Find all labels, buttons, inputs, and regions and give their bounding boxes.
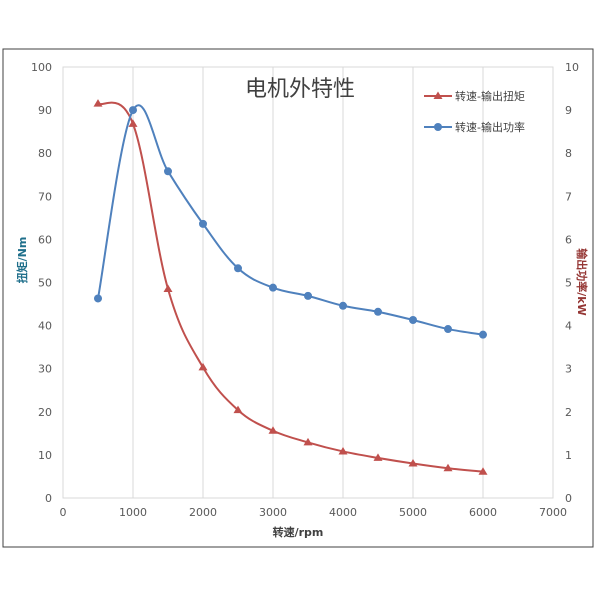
x-tick-label: 3000 — [259, 506, 287, 519]
power-data-point — [234, 264, 242, 272]
power-data-point — [339, 302, 347, 310]
power-data-point — [479, 331, 487, 339]
power-data-point — [409, 316, 417, 324]
y2-tick-label: 0 — [565, 492, 572, 505]
y2-tick-label: 6 — [565, 233, 572, 246]
y-tick-label: 70 — [38, 190, 52, 203]
y2-tick-label: 8 — [565, 147, 572, 160]
y-tick-label: 0 — [45, 492, 52, 505]
y2-tick-label: 4 — [565, 320, 572, 333]
x-axis-title: 转速/rpm — [273, 525, 324, 539]
y2-tick-label: 2 — [565, 406, 572, 419]
legend-power-label: 转速-输出功率 — [455, 120, 525, 134]
y2-axis-title: 输出功率/kW — [575, 248, 589, 315]
power-data-point — [304, 292, 312, 300]
x-tick-label: 7000 — [539, 506, 567, 519]
y-tick-label: 60 — [38, 233, 52, 246]
power-data-point — [129, 106, 137, 114]
x-tick-label: 2000 — [189, 506, 217, 519]
y-tick-label: 10 — [38, 449, 52, 462]
power-data-point — [199, 220, 207, 228]
y2-tick-label: 10 — [565, 61, 579, 74]
power-data-point — [269, 284, 277, 292]
y-tick-label: 100 — [31, 61, 52, 74]
power-data-point — [444, 325, 452, 333]
y2-tick-label: 9 — [565, 104, 572, 117]
engine-characteristics-chart: 0 1000 2000 3000 4000 5000 6000 7000 0102030405… — [0, 0, 600, 600]
x-tick-label: 0 — [60, 506, 67, 519]
y2-tick-label: 1 — [565, 449, 572, 462]
legend-power-marker — [434, 123, 442, 131]
y-axis-title: 扭矩/Nm — [15, 237, 29, 284]
y-tick-label: 30 — [38, 363, 52, 376]
power-data-point — [374, 308, 382, 316]
power-data-point — [94, 294, 102, 302]
y-tick-label: 80 — [38, 147, 52, 160]
x-tick-label: 5000 — [399, 506, 427, 519]
legend-torque-label: 转速-输出扭矩 — [455, 89, 525, 103]
y-tick-label: 40 — [38, 320, 52, 333]
chart-container: 0 1000 2000 3000 4000 5000 6000 7000 0 10 20 30 40 5… — [0, 0, 600, 600]
x-tick-label: 6000 — [469, 506, 497, 519]
x-tick-label: 1000 — [119, 506, 147, 519]
y2-tick-label: 7 — [565, 190, 572, 203]
power-data-point — [164, 167, 172, 175]
y-tick-label: 50 — [38, 277, 52, 290]
y2-tick-label: 3 — [565, 363, 572, 376]
y-tick-label: 20 — [38, 406, 52, 419]
chart-title: 电机外特性 — [245, 77, 355, 102]
x-tick-label: 4000 — [329, 506, 357, 519]
y-tick-label: 90 — [38, 104, 52, 117]
y2-tick-label: 5 — [565, 277, 572, 290]
